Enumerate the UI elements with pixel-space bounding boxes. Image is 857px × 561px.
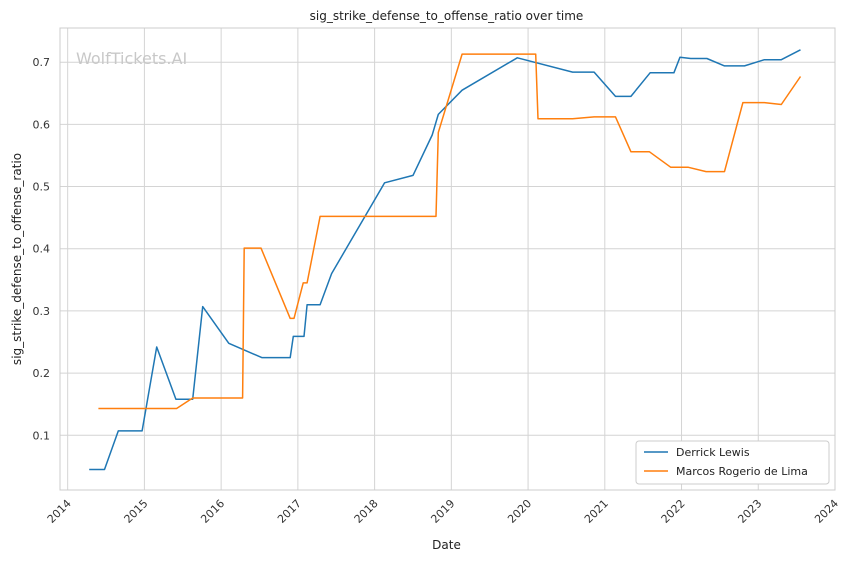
series-line-marcos-rogerio-de-lima (98, 53, 802, 410)
y-tick-label: 0.4 (33, 243, 51, 256)
legend-label-marcos-rogerio-de-lima: Marcos Rogerio de Lima (676, 465, 808, 478)
x-axis-label: Date (432, 538, 461, 552)
legend-label-derrick-lewis: Derrick Lewis (676, 446, 750, 459)
tick-labels: 2014 2015 2016 2017 2018 2019 2020 2021 2022 2023… (33, 56, 842, 526)
y-tick-label: 0.2 (33, 367, 51, 380)
y-tick-label: 0.7 (33, 56, 51, 69)
legend-box (635, 440, 830, 485)
watermark: WolfTickets.AI (76, 49, 187, 68)
y-tick-label: 0.3 (33, 305, 51, 318)
y-tick-label: 0.1 (33, 429, 51, 442)
y-tick-label: 0.5 (33, 181, 51, 194)
plot-frame (59, 27, 836, 491)
y-tick-label: 0.6 (33, 118, 51, 131)
chart-title: sig_strike_defense_to_offense_ratio over… (310, 9, 584, 23)
series-layer (89, 49, 802, 471)
y-axis-label: sig_strike_defense_to_offense_ratio (10, 153, 24, 365)
legend: Derrick Lewis Marcos Rogerio de Lima (635, 440, 830, 485)
